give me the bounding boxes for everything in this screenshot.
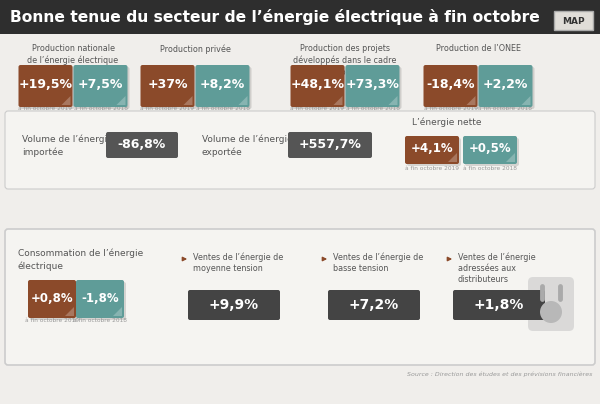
Text: Ventes de l’énergie
adressées aux
distributeurs: Ventes de l’énergie adressées aux distri… — [458, 252, 536, 284]
FancyBboxPatch shape — [106, 132, 178, 158]
Text: +557,7%: +557,7% — [299, 139, 361, 152]
Polygon shape — [239, 96, 248, 105]
Text: Ventes de l’énergie de
moyenne tension: Ventes de l’énergie de moyenne tension — [193, 252, 283, 273]
Text: à fin octobre 2019: à fin octobre 2019 — [424, 105, 478, 111]
FancyBboxPatch shape — [20, 67, 74, 109]
Polygon shape — [467, 96, 476, 105]
Text: +4,1%: +4,1% — [410, 143, 454, 156]
Polygon shape — [65, 307, 74, 316]
FancyBboxPatch shape — [465, 138, 519, 166]
FancyBboxPatch shape — [196, 65, 250, 107]
Text: à fin octobre 2019: à fin octobre 2019 — [290, 105, 344, 111]
FancyBboxPatch shape — [5, 111, 595, 189]
Text: +1,8%: +1,8% — [474, 298, 524, 312]
Text: à fin octobre 2018: à fin octobre 2018 — [196, 105, 250, 111]
Text: Production privée: Production privée — [160, 44, 230, 53]
Text: Volume de l’énergie
importée: Volume de l’énergie importée — [22, 135, 113, 157]
Polygon shape — [184, 96, 193, 105]
Text: Volume de l’énergie
exportée: Volume de l’énergie exportée — [202, 135, 293, 157]
FancyBboxPatch shape — [405, 136, 459, 164]
Text: à fin octobre 2019: à fin octobre 2019 — [405, 166, 459, 170]
Polygon shape — [389, 96, 398, 105]
FancyBboxPatch shape — [479, 65, 533, 107]
FancyBboxPatch shape — [5, 229, 595, 365]
Text: +73,3%: +73,3% — [346, 78, 400, 91]
Text: Production nationale
de l’énergie électrique: Production nationale de l’énergie électr… — [28, 44, 119, 65]
FancyBboxPatch shape — [346, 65, 400, 107]
FancyBboxPatch shape — [528, 277, 574, 331]
Text: à fin octobre 2018: à fin octobre 2018 — [463, 166, 517, 170]
FancyBboxPatch shape — [293, 67, 347, 109]
FancyBboxPatch shape — [425, 67, 479, 109]
Text: à fin octobre 2018: à fin octobre 2018 — [479, 105, 533, 111]
FancyBboxPatch shape — [76, 280, 124, 318]
Polygon shape — [448, 153, 457, 162]
Polygon shape — [521, 96, 530, 105]
Polygon shape — [506, 153, 515, 162]
FancyBboxPatch shape — [74, 65, 128, 107]
FancyBboxPatch shape — [407, 138, 461, 166]
Text: L’énergie nette: L’énergie nette — [412, 117, 482, 127]
FancyBboxPatch shape — [288, 132, 372, 158]
Text: à fin octobre 2018: à fin octobre 2018 — [74, 105, 128, 111]
FancyBboxPatch shape — [290, 65, 344, 107]
Text: +7,2%: +7,2% — [349, 298, 399, 312]
Polygon shape — [62, 96, 71, 105]
Text: +37%: +37% — [147, 78, 188, 91]
Text: Source : Direction des études et des prévisions financières: Source : Direction des études et des pré… — [407, 371, 592, 377]
Text: MAP: MAP — [562, 17, 584, 25]
Text: +0,5%: +0,5% — [469, 143, 511, 156]
Text: Bonne tenue du secteur de l’énergie électrique à fin octobre: Bonne tenue du secteur de l’énergie élec… — [10, 9, 540, 25]
Text: à fin octobre 2019: à fin octobre 2019 — [25, 318, 79, 322]
Text: -18,4%: -18,4% — [426, 78, 475, 91]
FancyBboxPatch shape — [28, 280, 76, 318]
FancyBboxPatch shape — [143, 67, 197, 109]
Text: +19,5%: +19,5% — [19, 78, 73, 91]
FancyBboxPatch shape — [463, 136, 517, 164]
Polygon shape — [116, 96, 125, 105]
Text: -1,8%: -1,8% — [81, 292, 119, 305]
FancyBboxPatch shape — [424, 65, 478, 107]
Text: +2,2%: +2,2% — [483, 78, 528, 91]
FancyBboxPatch shape — [76, 67, 130, 109]
Text: +9,9%: +9,9% — [209, 298, 259, 312]
Text: +48,1%: +48,1% — [290, 78, 344, 91]
Text: +8,2%: +8,2% — [200, 78, 245, 91]
FancyBboxPatch shape — [30, 282, 78, 320]
FancyBboxPatch shape — [554, 11, 593, 30]
Text: Ventes de l’énergie de
basse tension: Ventes de l’énergie de basse tension — [333, 252, 423, 273]
Text: Production de l’ONEE: Production de l’ONEE — [436, 44, 521, 53]
FancyBboxPatch shape — [197, 67, 251, 109]
Text: Production des projets
développés dans le cadre
de la loi 13-09: Production des projets développés dans l… — [293, 44, 397, 77]
Text: -86,8%: -86,8% — [118, 139, 166, 152]
Text: +7,5%: +7,5% — [78, 78, 123, 91]
Text: +0,8%: +0,8% — [31, 292, 73, 305]
FancyBboxPatch shape — [347, 67, 401, 109]
FancyBboxPatch shape — [188, 290, 280, 320]
Polygon shape — [113, 307, 122, 316]
Text: à fin octobre 2019: à fin octobre 2019 — [19, 105, 73, 111]
Text: à fin octobre 2019: à fin octobre 2019 — [140, 105, 194, 111]
Text: Consommation de l’énergie
électrique: Consommation de l’énergie électrique — [18, 249, 143, 271]
FancyBboxPatch shape — [19, 65, 73, 107]
FancyBboxPatch shape — [481, 67, 535, 109]
FancyBboxPatch shape — [453, 290, 545, 320]
FancyBboxPatch shape — [0, 0, 600, 34]
FancyBboxPatch shape — [140, 65, 194, 107]
Polygon shape — [334, 96, 343, 105]
FancyBboxPatch shape — [328, 290, 420, 320]
Text: à fin octobre 2018: à fin octobre 2018 — [73, 318, 127, 322]
Text: à fin octobre 2018: à fin octobre 2018 — [346, 105, 400, 111]
Circle shape — [540, 301, 562, 323]
FancyBboxPatch shape — [78, 282, 126, 320]
